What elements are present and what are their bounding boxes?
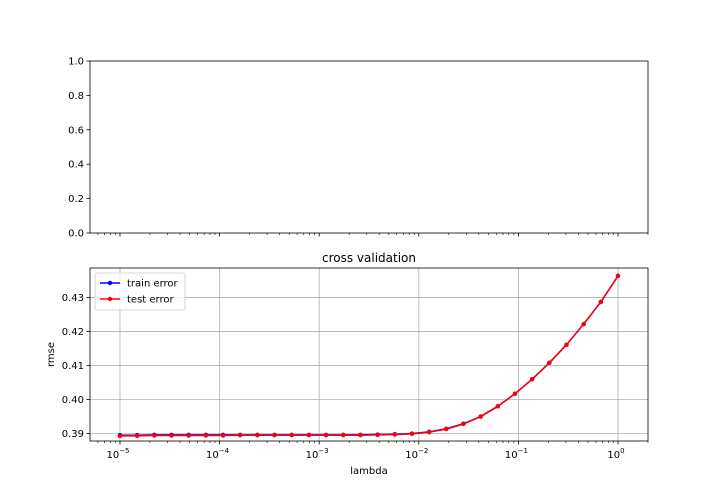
test-error-point [272,433,277,438]
test-error-point [341,433,346,438]
test-error-point [444,426,449,432]
cv-grid [90,268,648,441]
cv-axes-frame [89,267,649,442]
test-error-point [392,432,397,437]
y-tick-label: 0.43 [62,293,84,304]
x-axis-label: lambda [350,466,387,477]
test-error-point [255,433,260,438]
y-tick-label: 0.6 [68,125,84,136]
test-error-point [323,433,329,438]
y-axis-label: rmse [46,342,57,367]
test-error-point [615,273,621,279]
y-tick-label: 0.41 [62,361,84,372]
top-axes-ticks: 0.0 0.2 0.4 0.6 0.8 1.0 [68,57,649,240]
test-error-point [564,342,569,348]
x-tick-label: 10−5 [106,447,129,461]
test-error-point [547,360,552,366]
test-error-point [358,433,363,438]
test-error-point [306,433,312,438]
test-error-point [461,421,466,427]
test-error-point [169,433,174,438]
test-error-point [186,433,191,438]
y-tick-label: 1.0 [68,57,84,68]
x-tick-label: 10−3 [306,447,329,461]
x-tick-label: 10−4 [206,447,230,461]
legend-entry-test-error: test error [127,295,174,306]
chart-title: cross validation [322,251,416,265]
test-error-point [220,433,226,438]
test-error-legend-marker [107,296,113,302]
test-error-point [409,431,415,437]
x-tick-label: 10−1 [505,447,528,461]
test-error-point [598,299,604,305]
y-tick-label: 0.39 [62,429,84,440]
y-tick-label: 0.8 [68,91,84,102]
test-error-point [289,433,294,438]
top-axes-frame [89,60,649,234]
test-error-point [237,433,243,438]
test-error-point [512,391,518,396]
y-tick-label: 0.0 [68,229,84,240]
test-error-point [203,433,209,438]
x-tick-label: 10−2 [405,447,428,461]
test-error-point [529,376,535,382]
test-error-point [117,433,123,439]
test-error-point [134,433,140,439]
y-tick-label: 0.4 [68,160,84,171]
y-tick-label: 0.2 [68,194,84,205]
test-error-point [152,433,157,438]
legend: train error test error [94,272,186,311]
cv-series [117,273,621,439]
y-tick-label: 0.42 [62,327,84,338]
train-error-legend-marker [107,280,113,286]
cv-axes: 0.39 0.40 0.41 0.42 0.43 10−5 10−4 10−3 10−2 10−1… [46,251,649,477]
top-axes: 0.0 0.2 0.4 0.6 0.8 1.0 [68,57,649,240]
legend-entry-train-error: train error [127,279,179,290]
test-error-point [478,414,483,419]
test-error-point [375,432,380,438]
test-error-point [426,429,432,435]
x-tick-label: 100 [607,447,624,461]
test-error-point [495,404,501,409]
cv-axes-ticks: 0.39 0.40 0.41 0.42 0.43 10−5 10−4 10−3 10−2 10−1… [62,293,649,461]
test-error-line [119,275,619,437]
test-error-point [581,321,586,327]
y-tick-label: 0.40 [62,395,84,406]
